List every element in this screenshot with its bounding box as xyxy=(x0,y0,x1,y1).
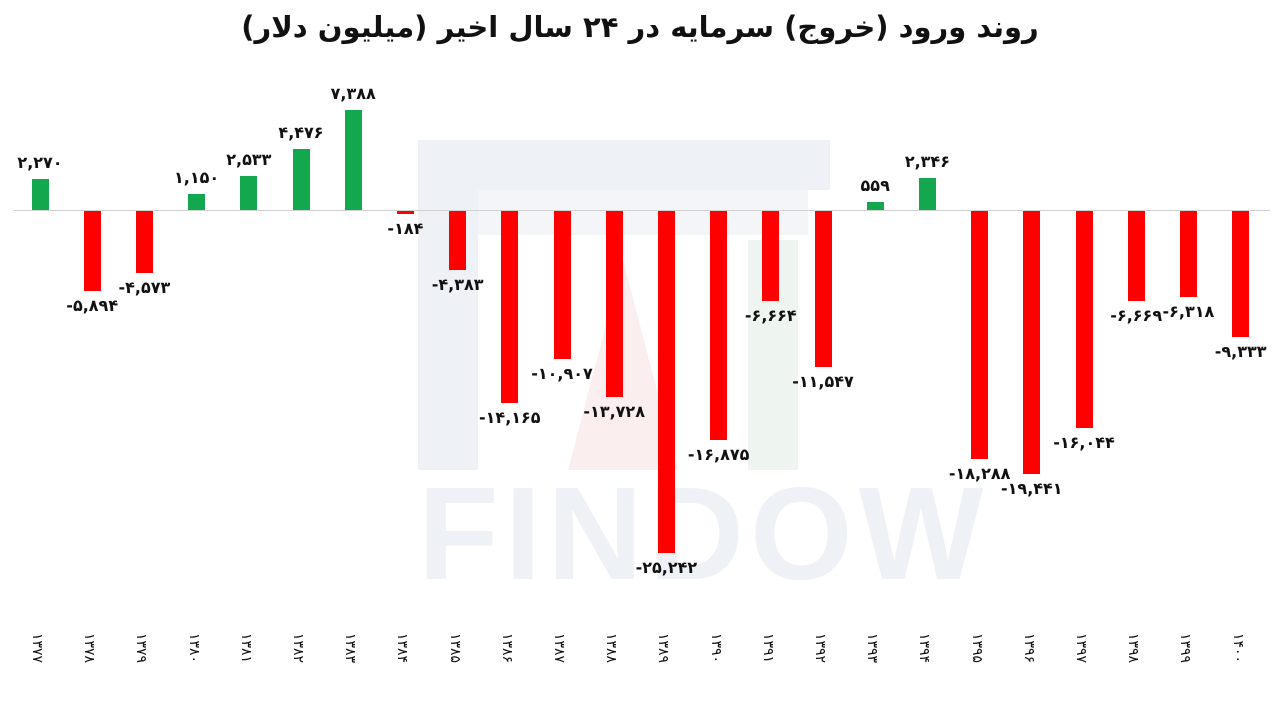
x-axis-label: ۱۳۹۲ xyxy=(812,632,829,664)
bar xyxy=(31,179,49,210)
bar xyxy=(971,211,989,459)
bar xyxy=(918,178,936,210)
bar xyxy=(292,149,310,210)
value-label: -۶,۶۶۹ xyxy=(1110,306,1163,326)
bar xyxy=(188,194,206,210)
x-axis-label: ۱۳۹۶ xyxy=(1020,632,1037,664)
x-axis-label: ۱۳۹۹ xyxy=(1177,632,1194,664)
x-axis-label: ۱۳۸۸ xyxy=(603,632,620,664)
bar xyxy=(449,211,467,271)
value-label: -۹,۳۳۳ xyxy=(1214,342,1267,362)
x-axis-label: ۱۳۹۸ xyxy=(1125,632,1142,664)
bar xyxy=(1179,211,1197,297)
x-axis-label: ۱۳۹۷ xyxy=(1073,632,1090,664)
value-label: -۱۳,۷۲۸ xyxy=(583,402,645,421)
x-axis-label: ۱۳۸۱ xyxy=(237,632,254,664)
x-axis-label: ۱۳۸۳ xyxy=(342,632,359,664)
value-label: ۲,۲۷۰ xyxy=(17,153,63,173)
bar xyxy=(866,202,884,210)
value-label: -۱۸,۲۸۸ xyxy=(948,463,1011,483)
x-axis-label: ۱۳۹۰ xyxy=(707,632,724,664)
value-label: -۱۰,۹۰۷ xyxy=(531,363,593,383)
bar xyxy=(814,211,832,368)
bar xyxy=(657,211,675,554)
x-axis-label: ۱۳۸۵ xyxy=(446,632,463,664)
x-axis-label: ۱۳۸۴ xyxy=(394,632,411,664)
x-axis-label: ۱۳۹۳ xyxy=(864,632,881,664)
bar xyxy=(762,211,780,302)
x-axis-label: ۱۴۰۰ xyxy=(1229,632,1246,664)
bar xyxy=(240,175,258,210)
value-label: -۶,۶۶۴ xyxy=(744,306,797,326)
value-label: -۴,۳۸۳ xyxy=(431,275,484,295)
bar xyxy=(396,211,414,214)
value-label: ۲,۵۳۳ xyxy=(226,149,272,169)
bar xyxy=(135,211,153,273)
value-label: ۲,۳۴۶ xyxy=(904,152,950,172)
value-label: -۲۵,۲۴۲ xyxy=(635,558,698,578)
bar xyxy=(1232,211,1250,338)
x-axis-label: ۱۳۹۵ xyxy=(968,632,985,664)
value-label: ۴,۴۷۶ xyxy=(278,123,324,143)
value-label: -۱۴,۱۶۵ xyxy=(479,407,541,427)
value-label: -۱۶,۰۴۴ xyxy=(1053,433,1115,453)
value-label: -۱۱,۵۴۷ xyxy=(792,372,854,392)
watermark-text: FINDOW xyxy=(418,460,990,607)
value-label: ۵۵۹ xyxy=(860,176,890,196)
bar xyxy=(1075,211,1093,429)
bar xyxy=(605,211,623,397)
value-label: -۱۸۴ xyxy=(387,219,424,238)
bar xyxy=(710,211,728,440)
bar xyxy=(1127,211,1145,302)
value-label: -۴,۵۷۳ xyxy=(118,277,171,297)
zero-axis-line xyxy=(14,210,1270,211)
bar xyxy=(501,211,519,403)
bar xyxy=(1023,211,1041,475)
value-label: ۷,۳۸۸ xyxy=(330,83,376,103)
bar xyxy=(344,109,362,210)
value-label: -۵,۸۹۴ xyxy=(66,295,119,315)
x-axis-label: ۱۳۷۹ xyxy=(133,632,150,664)
x-axis-label: ۱۳۸۷ xyxy=(551,632,568,664)
bar xyxy=(83,211,101,291)
value-label: -۶,۳۱۸ xyxy=(1162,301,1215,321)
x-axis-label: ۱۳۸۲ xyxy=(290,632,307,664)
x-axis-label: ۱۳۹۱ xyxy=(759,632,776,664)
value-label: ۱,۱۵۰ xyxy=(174,168,220,188)
x-axis-label: ۱۳۸۶ xyxy=(498,632,515,664)
x-axis-label: ۱۳۷۷ xyxy=(29,632,46,664)
x-axis-label: ۱۳۷۸ xyxy=(81,632,98,664)
value-label: -۱۹,۴۴۱ xyxy=(1001,479,1063,499)
value-label: -۱۶,۸۷۵ xyxy=(687,444,750,464)
bar xyxy=(553,211,571,359)
x-axis-label: ۱۳۸۹ xyxy=(655,632,672,664)
x-axis-label: ۱۳۹۴ xyxy=(916,632,933,664)
x-axis-label: ۱۳۸۰ xyxy=(185,632,202,664)
chart-title: روند ورود (خروج) سرمایه در ۲۴ سال اخیر (… xyxy=(241,10,1039,44)
